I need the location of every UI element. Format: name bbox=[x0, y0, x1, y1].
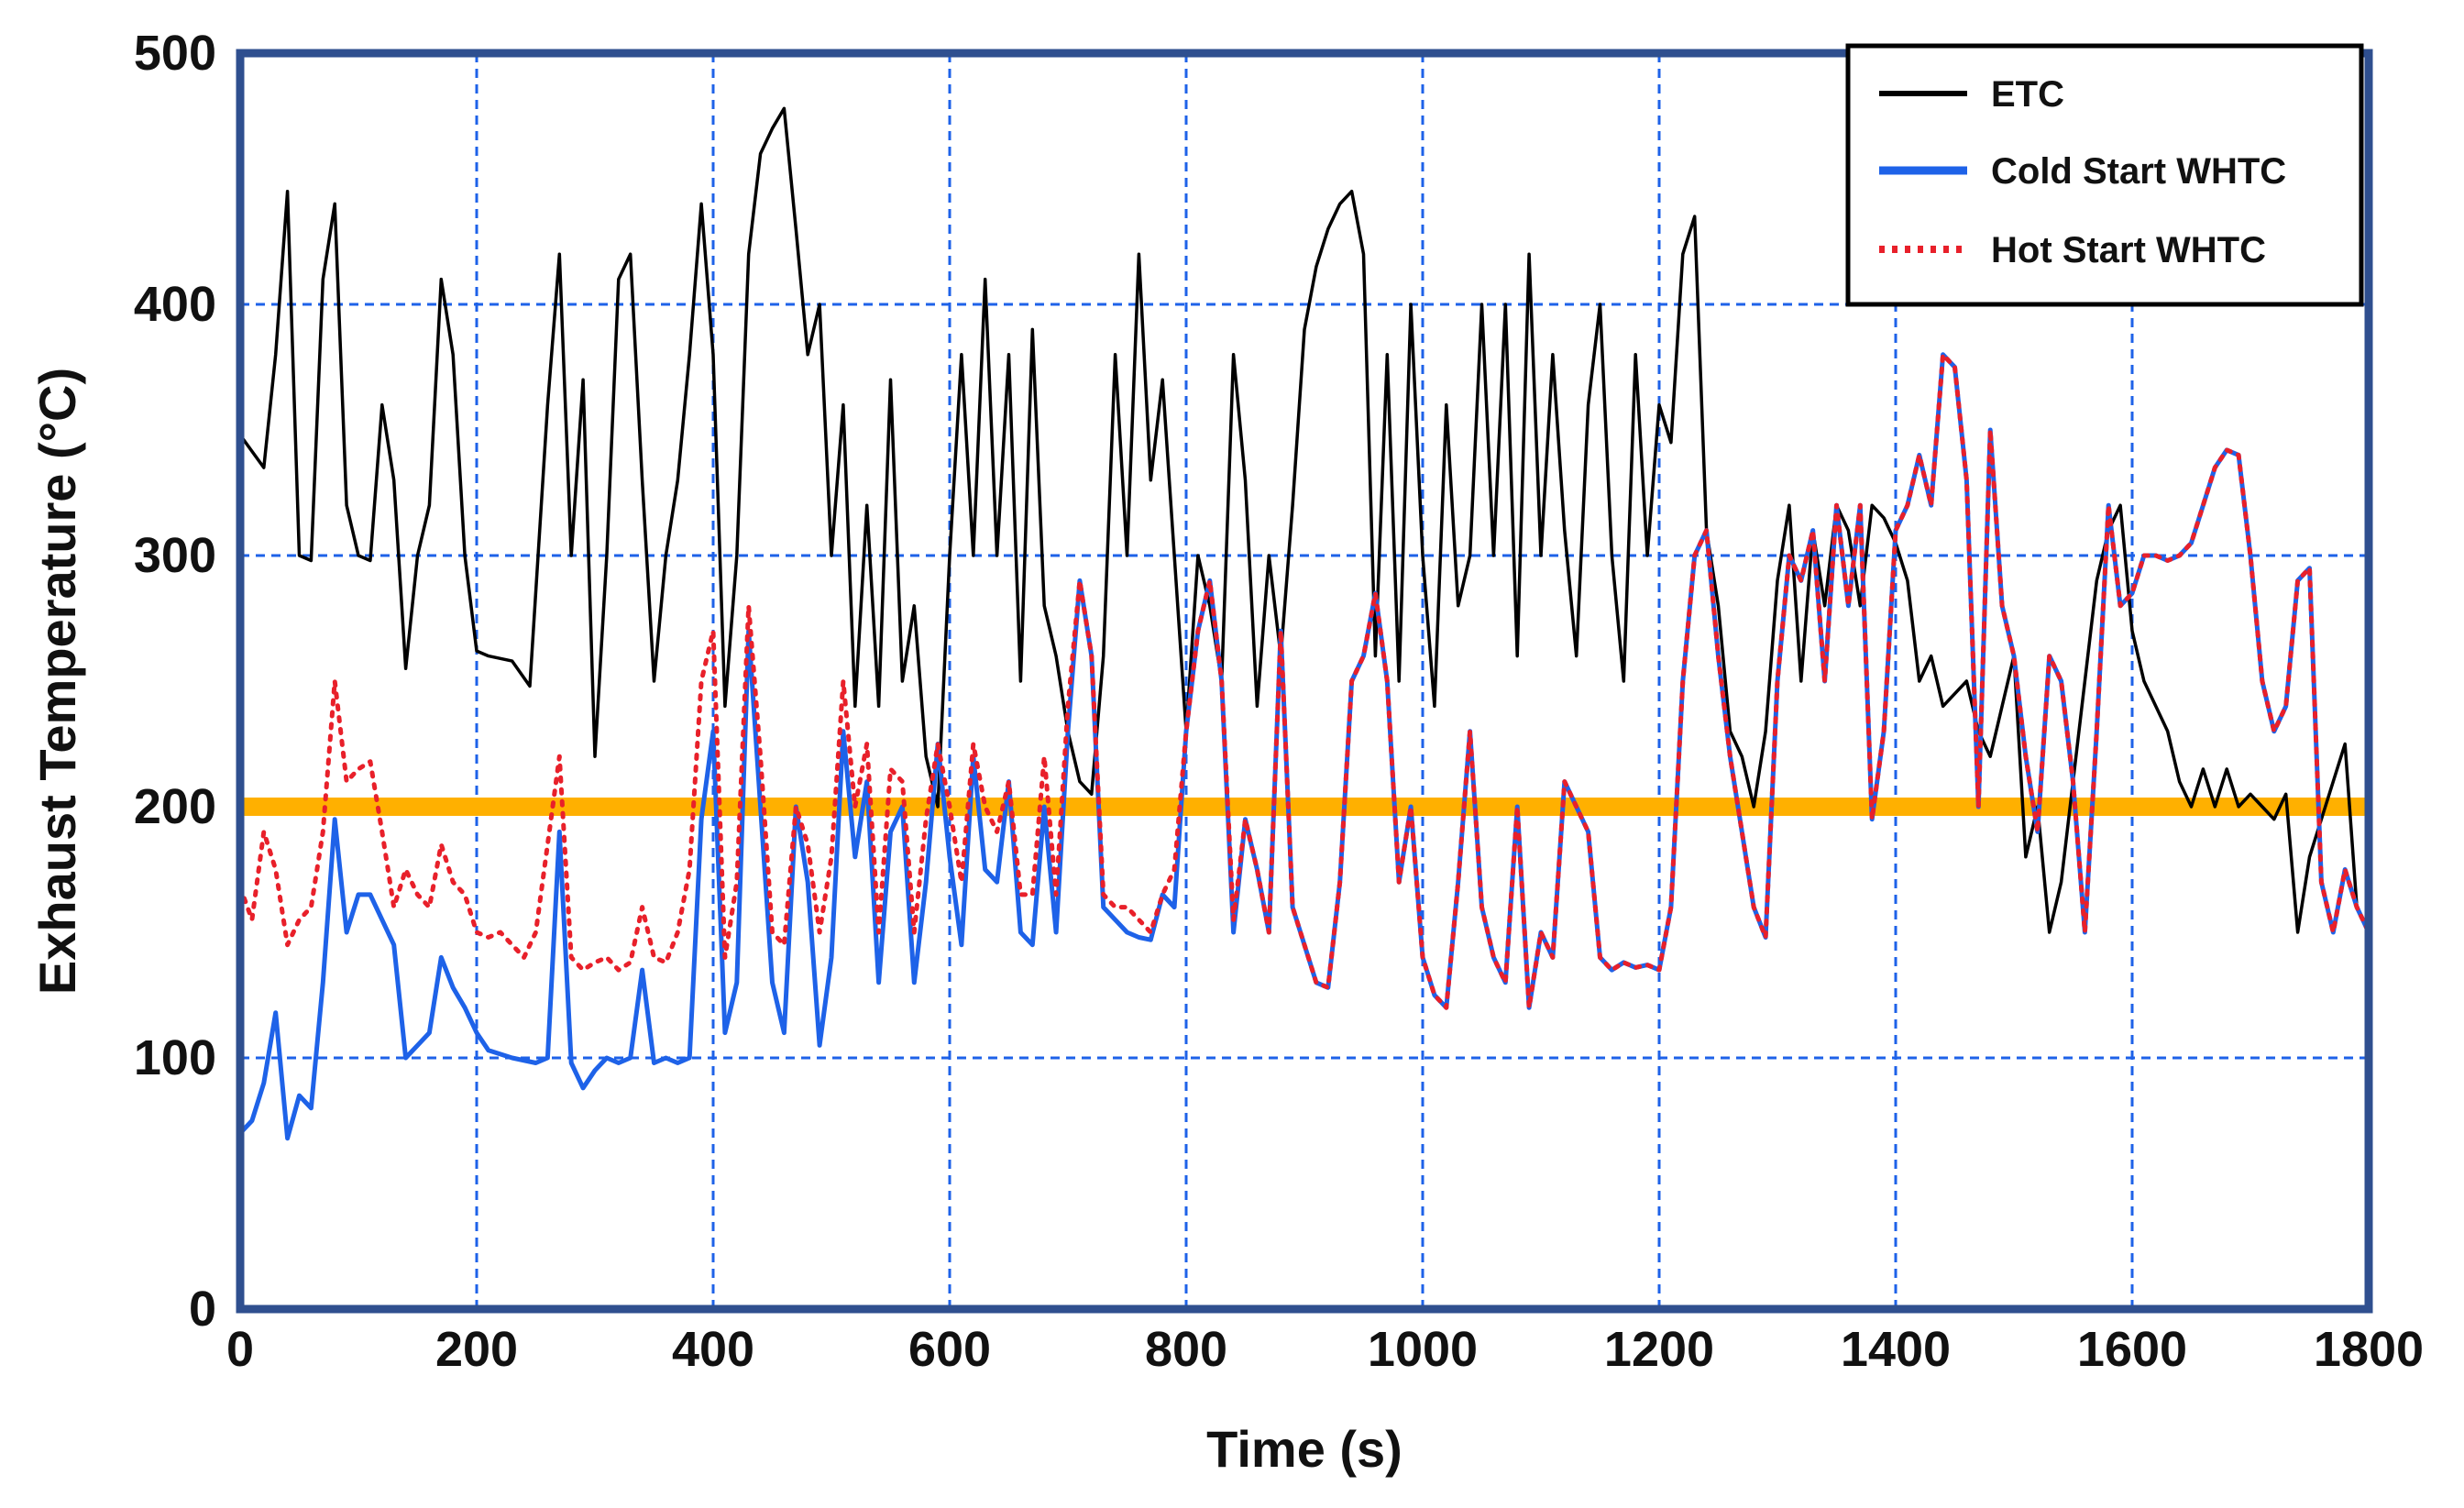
plot-frame bbox=[236, 49, 2373, 1314]
x-axis-title: Time (s) bbox=[1206, 1420, 1402, 1478]
x-tick-label-1200: 1200 bbox=[1604, 1322, 1714, 1377]
y-tick-label-300: 300 bbox=[134, 528, 216, 583]
legend: ETC Cold Start WHTC Hot Start WHTC bbox=[1845, 43, 2364, 307]
legend-label-cold-start: Cold Start WHTC bbox=[1991, 151, 2286, 192]
y-tick-label-0: 0 bbox=[189, 1282, 216, 1337]
x-tick-labels: 0 200 400 600 800 1000 1200 1400 1600 1800 bbox=[226, 1322, 2424, 1377]
legend-label-hot-start: Hot Start WHTC bbox=[1991, 230, 2266, 270]
y-tick-labels: 0 100 200 300 400 500 bbox=[134, 26, 216, 1337]
legend-label-etc: ETC bbox=[1991, 74, 2064, 115]
legend-box bbox=[1845, 43, 2364, 307]
x-tick-label-1000: 1000 bbox=[1368, 1322, 1478, 1377]
x-tick-label-200: 200 bbox=[435, 1322, 518, 1377]
y-tick-label-400: 400 bbox=[134, 277, 216, 332]
x-tick-label-600: 600 bbox=[908, 1322, 991, 1377]
x-tick-label-400: 400 bbox=[672, 1322, 754, 1377]
x-tick-label-1600: 1600 bbox=[2077, 1322, 2187, 1377]
series-line-etc bbox=[238, 106, 2370, 934]
series-layer bbox=[237, 106, 2371, 1141]
series-line-hot-start-whtc bbox=[237, 352, 2371, 1010]
series-line-cold-start-whtc bbox=[237, 352, 2371, 1141]
x-tick-label-800: 800 bbox=[1145, 1322, 1227, 1377]
y-axis-title: Exhaust Temperature (°C) bbox=[28, 368, 86, 995]
x-tick-label-0: 0 bbox=[226, 1322, 254, 1377]
y-tick-label-200: 200 bbox=[134, 779, 216, 834]
y-tick-label-100: 100 bbox=[134, 1030, 216, 1085]
y-tick-label-500: 500 bbox=[134, 26, 216, 81]
x-tick-label-1400: 1400 bbox=[1841, 1322, 1951, 1377]
x-tick-label-1800: 1800 bbox=[2314, 1322, 2424, 1377]
